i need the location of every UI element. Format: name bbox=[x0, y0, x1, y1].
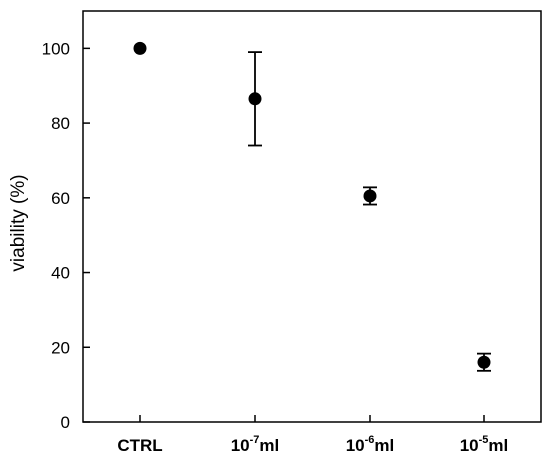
ticks: 0 20 40 60 80 100 CTRL 10-7ml 10-6ml 10-5ml bbox=[42, 39, 509, 455]
data-point bbox=[363, 189, 377, 203]
y-tick-label: 80 bbox=[51, 114, 70, 133]
data-point bbox=[248, 92, 262, 106]
data-point bbox=[133, 41, 147, 55]
x-tick-label: 10-7ml bbox=[231, 434, 280, 455]
y-tick-label: 0 bbox=[61, 413, 70, 432]
y-axis-label: viability (%) bbox=[8, 174, 29, 271]
y-tick-label: 100 bbox=[42, 39, 70, 58]
y-tick-label: 60 bbox=[51, 189, 70, 208]
x-tick-label: CTRL bbox=[117, 436, 162, 455]
axes bbox=[82, 10, 542, 423]
plot-frame bbox=[82, 10, 542, 423]
data-layer bbox=[133, 41, 491, 372]
y-tick-label: 20 bbox=[51, 338, 70, 357]
x-tick-label: 10-5ml bbox=[460, 434, 509, 455]
y-tick-label: 40 bbox=[51, 264, 70, 283]
data-point bbox=[477, 355, 491, 369]
x-tick-label: 10-6ml bbox=[346, 434, 395, 455]
